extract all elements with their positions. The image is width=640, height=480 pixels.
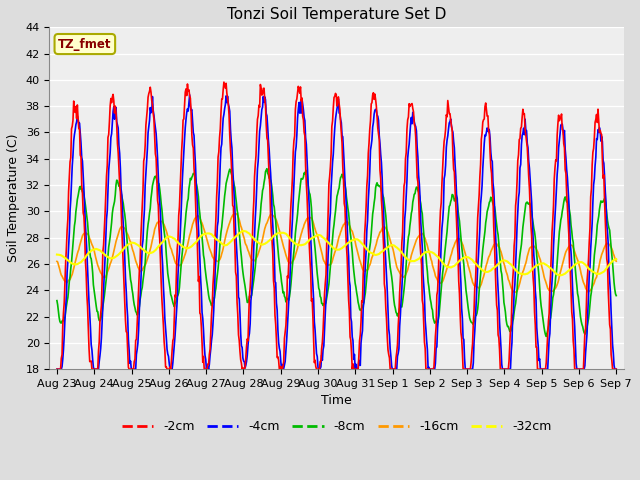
Legend: -2cm, -4cm, -8cm, -16cm, -32cm: -2cm, -4cm, -8cm, -16cm, -32cm — [116, 415, 556, 438]
Title: Tonzi Soil Temperature Set D: Tonzi Soil Temperature Set D — [227, 7, 446, 22]
Text: TZ_fmet: TZ_fmet — [58, 37, 111, 50]
Y-axis label: Soil Temperature (C): Soil Temperature (C) — [7, 134, 20, 263]
X-axis label: Time: Time — [321, 395, 352, 408]
